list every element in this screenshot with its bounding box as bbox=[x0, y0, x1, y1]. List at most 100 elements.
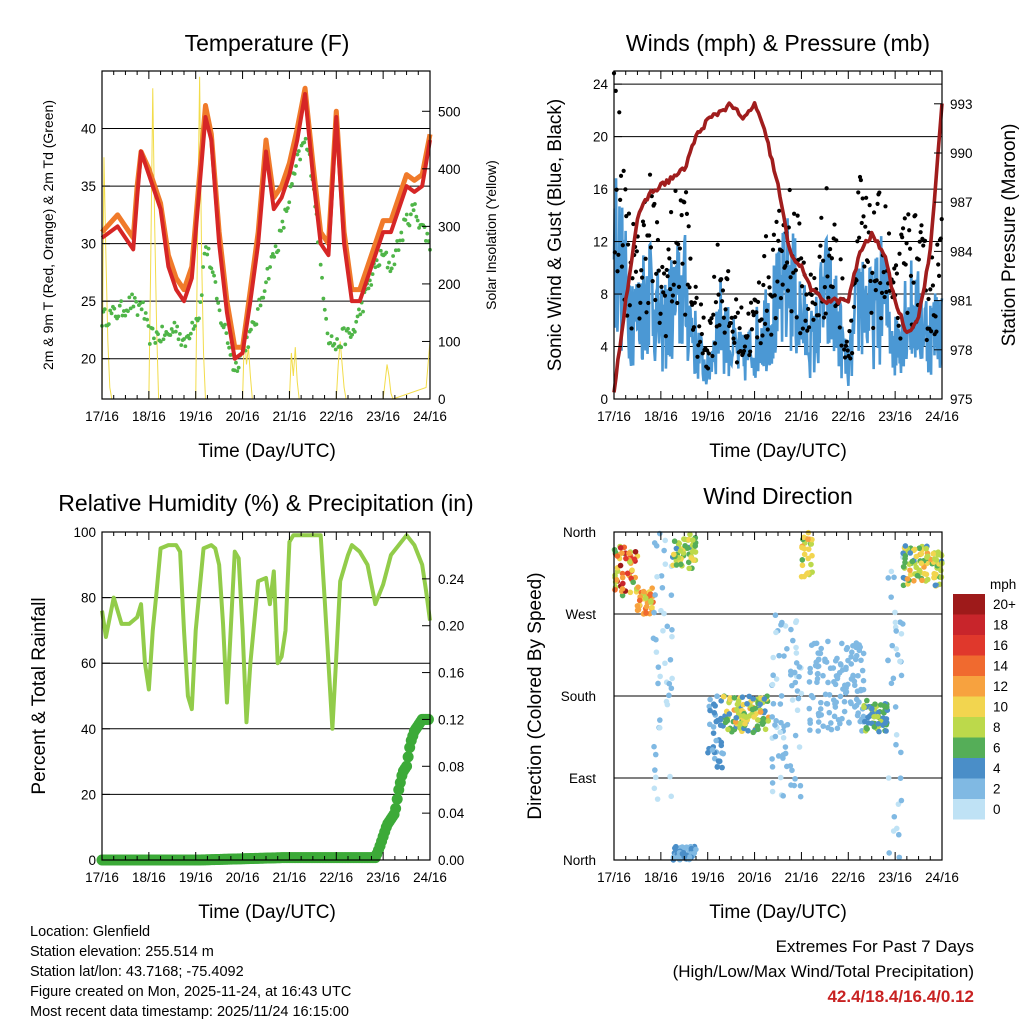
direction-point bbox=[805, 529, 812, 536]
humidity-x-tick-label: 20/16 bbox=[226, 870, 260, 885]
direction-point bbox=[849, 649, 855, 656]
direction-point bbox=[769, 764, 776, 770]
direction-point bbox=[619, 570, 626, 577]
dewpoint-point bbox=[224, 331, 229, 336]
direction-point bbox=[740, 713, 747, 719]
direction-point bbox=[871, 724, 878, 730]
dewpoint-point bbox=[385, 265, 390, 270]
direction-point bbox=[623, 555, 629, 562]
direction-point bbox=[907, 567, 913, 574]
precip-y2-tick-label: 0.04 bbox=[438, 806, 465, 821]
gust-point bbox=[722, 330, 727, 335]
gust-point bbox=[827, 253, 832, 258]
direction-point bbox=[733, 714, 740, 721]
dewpoint-point bbox=[325, 331, 330, 336]
gust-point bbox=[842, 347, 847, 352]
direction-point bbox=[651, 785, 658, 792]
direction-point bbox=[918, 551, 925, 557]
direction-point bbox=[626, 558, 633, 565]
gust-point bbox=[627, 303, 632, 308]
temperature-title: Temperature (F) bbox=[185, 30, 350, 56]
direction-point bbox=[826, 709, 833, 716]
dewpoint-point bbox=[378, 248, 383, 253]
direction-point bbox=[869, 705, 875, 712]
direction-point bbox=[714, 693, 720, 700]
gust-point bbox=[907, 246, 913, 251]
legend-label: 14 bbox=[993, 659, 1009, 674]
gust-point bbox=[882, 294, 887, 300]
gust-point bbox=[855, 239, 860, 244]
direction-point bbox=[815, 710, 822, 717]
winds-y-tick-label: 8 bbox=[600, 287, 608, 302]
winds-y-tick-label: 4 bbox=[600, 340, 608, 355]
direction-point bbox=[647, 591, 654, 597]
gust-point bbox=[698, 302, 704, 307]
gust-point bbox=[840, 276, 845, 281]
winds-x-tick-label: 17/16 bbox=[597, 409, 631, 424]
dewpoint-point bbox=[265, 266, 270, 271]
gust-point bbox=[779, 248, 784, 254]
gust-point bbox=[863, 224, 868, 229]
direction-point bbox=[930, 550, 936, 557]
dewpoint-point bbox=[321, 296, 326, 301]
direction-point bbox=[891, 574, 897, 581]
direction-point bbox=[890, 675, 897, 682]
direction-point bbox=[883, 716, 890, 722]
winds-series bbox=[611, 71, 944, 393]
direction-point bbox=[885, 775, 892, 781]
legend-label: 0 bbox=[993, 802, 1001, 817]
gust-point bbox=[881, 270, 886, 275]
pressure-y2-tick-label: 978 bbox=[950, 343, 973, 358]
dewpoint-point bbox=[284, 209, 289, 214]
dewpoint-point bbox=[182, 337, 186, 341]
direction-point bbox=[798, 690, 805, 697]
direction-point bbox=[859, 667, 866, 674]
direction-point bbox=[762, 726, 769, 733]
gust-point bbox=[637, 316, 642, 321]
gust-point bbox=[619, 264, 625, 269]
direction-point bbox=[687, 531, 693, 538]
legend-label: 10 bbox=[993, 700, 1008, 715]
direction-point bbox=[643, 610, 649, 616]
gust-point bbox=[729, 315, 734, 320]
direction-x-tick-label: 21/16 bbox=[785, 870, 819, 885]
direction-point bbox=[681, 853, 688, 859]
gust-point bbox=[677, 246, 682, 251]
gust-point bbox=[640, 275, 645, 280]
direction-point bbox=[792, 679, 799, 686]
direction-point bbox=[825, 679, 831, 686]
direction-point bbox=[653, 649, 660, 655]
dewpoint-point bbox=[266, 276, 271, 281]
dewpoint-point bbox=[203, 245, 208, 249]
direction-point bbox=[825, 638, 831, 645]
dewpoint-point bbox=[324, 316, 329, 321]
direction-point bbox=[855, 710, 862, 716]
dewpoint-point bbox=[414, 214, 419, 219]
direction-point bbox=[769, 780, 776, 786]
gust-point bbox=[739, 305, 744, 310]
gust-point bbox=[763, 321, 768, 326]
gust-point bbox=[646, 300, 651, 306]
direction-point bbox=[620, 580, 626, 587]
dewpoint-point bbox=[384, 250, 389, 255]
gust-point bbox=[879, 290, 885, 295]
dewpoint-point bbox=[153, 341, 158, 345]
direction-point bbox=[799, 562, 806, 569]
direction-point bbox=[652, 751, 659, 758]
humidity-y-tick-label: 40 bbox=[81, 722, 96, 737]
direction-point bbox=[686, 565, 692, 572]
direction-point bbox=[860, 713, 867, 720]
legend-swatch bbox=[953, 594, 985, 615]
gust-point bbox=[809, 292, 814, 298]
direction-point bbox=[855, 672, 861, 679]
dewpoint-point bbox=[254, 322, 259, 327]
gust-point bbox=[825, 274, 830, 279]
dewpoint-point bbox=[273, 244, 278, 249]
direction-point bbox=[635, 584, 641, 590]
gust-point bbox=[789, 309, 794, 314]
direction-point bbox=[813, 640, 820, 647]
direction-point bbox=[707, 696, 713, 703]
gust-point bbox=[786, 225, 791, 230]
gust-point bbox=[616, 252, 621, 257]
gust-point bbox=[688, 256, 693, 261]
